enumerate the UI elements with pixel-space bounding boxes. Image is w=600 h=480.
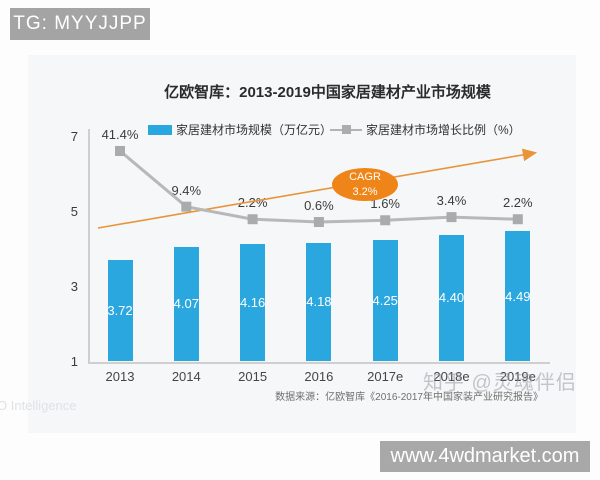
growth-label-2017e: 1.6%	[370, 196, 400, 212]
line-swatch-icon	[330, 125, 362, 134]
growth-label-2019e: 2.2%	[502, 195, 533, 211]
cagr-value: 3.2%	[352, 185, 378, 198]
intelligence-watermark: O Intelligence	[0, 398, 77, 413]
chart-legend: 家居建材市场规模（万亿元） 家居建材市场增长比例（%）	[148, 121, 568, 137]
data-source-note: 数据来源：亿欧智库《2016-2017年中国家装产业研究报告》	[275, 392, 543, 403]
growth-marker-2014	[181, 201, 192, 212]
growth-marker-2013	[115, 146, 125, 157]
y-axis-tick-7: 7	[70, 129, 78, 144]
bar-value-2019e: 4.49	[505, 288, 531, 304]
growth-marker-2015	[247, 214, 258, 225]
bar-value-2014: 4.07	[173, 296, 199, 312]
growth-marker-2017e	[380, 215, 391, 226]
growth-label-2013: 41.4%	[101, 127, 139, 142]
y-axis-tick-3: 3	[70, 279, 78, 294]
growth-marker-2016	[313, 217, 324, 227]
x-axis-line	[88, 362, 550, 364]
y-axis-line	[88, 129, 90, 363]
x-axis-label-2017e: 2017e	[367, 369, 404, 384]
legend-label: 家居建材市场规模（万亿元）	[176, 123, 333, 137]
cagr-trend-arrow	[97, 148, 538, 229]
chart-title: 亿欧智库：2013-2019中国家居建材产业市场规模	[164, 84, 491, 101]
zhihu-watermark: 知乎 @灵魂伴侣	[423, 372, 577, 394]
chart-panel-background	[28, 55, 576, 433]
x-axis-label-2018e: 2018e	[433, 369, 470, 384]
bar-2019e	[505, 231, 531, 361]
x-axis-label-2019e: 2019e	[499, 369, 536, 384]
growth-label-2015: 2.2%	[237, 195, 268, 211]
growth-marker-2019e	[512, 214, 523, 225]
y-axis-tick-1: 1	[70, 354, 78, 369]
x-axis-label-2015: 2015	[238, 369, 268, 384]
y-axis-tick-5: 5	[70, 204, 78, 219]
bar-2018e	[439, 234, 464, 361]
x-axis-label-2016: 2016	[304, 369, 334, 384]
x-axis-label-2014: 2014	[171, 369, 201, 384]
legend-item-market-size: 家居建材市场规模（万亿元）	[148, 121, 332, 138]
cagr-annotation: CAGR 3.2%	[332, 168, 398, 201]
growth-label-2016: 0.6%	[304, 198, 334, 213]
bar-2013	[107, 260, 133, 361]
bar-value-2013: 3.72	[107, 303, 133, 318]
growth-marker-2018e	[446, 212, 457, 223]
legend-item-growth-rate: 家居建材市场增长比例（%）	[330, 121, 521, 138]
bar-value-2015: 4.16	[239, 294, 266, 310]
bar-2016	[306, 242, 332, 361]
website-footer-bar: www.4wdmarket.com	[380, 441, 590, 472]
telegram-badge: TG: MYYJJPP	[10, 8, 150, 40]
cagr-label: CAGR	[349, 171, 381, 184]
bar-2015	[240, 243, 266, 361]
growth-rate-line	[119, 149, 518, 224]
x-axis-label-2013: 2013	[105, 369, 135, 384]
growth-rate-markers	[115, 146, 523, 227]
bar-2017e	[372, 240, 398, 361]
bar-swatch-icon	[148, 124, 172, 135]
bar-value-2016: 4.18	[306, 294, 332, 310]
legend-label: 家居建材市场增长比例（%）	[366, 123, 521, 137]
bar-value-2017e: 4.25	[372, 293, 398, 309]
growth-label-2014: 9.4%	[171, 182, 202, 198]
bar-2014	[173, 246, 199, 361]
bar-value-2018e: 4.40	[438, 290, 465, 306]
growth-label-2018e: 3.4%	[436, 193, 467, 209]
